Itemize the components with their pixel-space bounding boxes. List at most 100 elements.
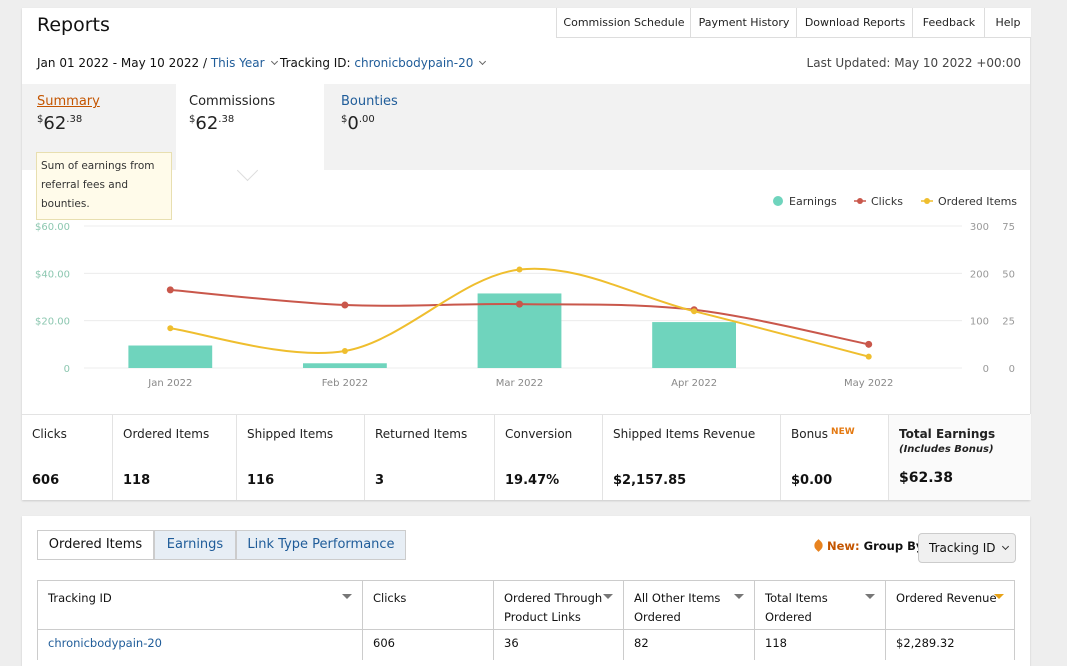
point [341, 347, 348, 354]
column-header[interactable]: Ordered Through Product Links [493, 580, 623, 630]
currency: $ [341, 114, 348, 125]
column-header[interactable]: All Other Items Ordered [623, 580, 754, 630]
stat-value: 118 [123, 473, 151, 488]
legend-label: Clicks [871, 195, 903, 208]
stat-cell: Total Earnings (Includes Bonus) $62.38 [888, 414, 1031, 500]
y-tick-label: $60.00 [35, 222, 70, 233]
stat-value: $0.00 [791, 473, 833, 488]
legend-swatch [924, 198, 930, 204]
x-tick-label: May 2022 [844, 378, 893, 389]
caret [1001, 542, 1009, 551]
active-tab [176, 84, 324, 170]
tracking-id[interactable]: chronicbodypain-20 [354, 56, 474, 70]
column-header[interactable]: Tracking ID [37, 580, 362, 630]
nav-button[interactable]: Download Reports [796, 8, 913, 38]
stat-value: 3 [375, 473, 385, 488]
x-tick-label: Mar 2022 [496, 378, 544, 389]
tab-amount: $62.38 [189, 113, 275, 134]
point [691, 308, 698, 315]
group-select[interactable]: Tracking ID [918, 533, 1016, 563]
tab[interactable]: Bounties $0.00 [341, 94, 398, 134]
group-by: New: Group By: [812, 539, 928, 553]
y-tick-label: 0 [64, 364, 70, 375]
table-cell: 82 [623, 630, 754, 660]
report-tab[interactable]: Ordered Items [37, 530, 154, 560]
tab-label: Bounties [341, 94, 398, 109]
stat-label-text: Conversion [505, 427, 573, 441]
tab[interactable]: Commissions $62.38 [189, 94, 275, 134]
y3-tick-label: 75 [1002, 222, 1015, 233]
stat-label: Bonus NEW [791, 427, 855, 441]
tab-label: Commissions [189, 94, 276, 109]
nav-button[interactable]: Payment History [690, 8, 797, 38]
stat-value: 606 [32, 473, 60, 488]
column-header[interactable]: Ordered Revenue [885, 580, 1015, 630]
point [166, 286, 174, 294]
legend-label: Earnings [789, 195, 837, 208]
table-cell: 118 [754, 630, 885, 660]
y2-tick-label: 100 [970, 317, 989, 328]
column-header[interactable]: Clicks [362, 580, 493, 630]
point [516, 266, 523, 273]
stat-label: Total Earnings (Includes Bonus) [899, 427, 995, 455]
y3-tick-label: 0 [1009, 364, 1015, 375]
chart: 0 $20.00 $40.00 $60.00 0 100 200 300 0 25 50 75 Jan … [35, 195, 1017, 389]
fraction: .00 [358, 114, 375, 125]
stat-label-text: Returned Items [375, 427, 468, 441]
stat-label-text: Shipped Items Revenue [613, 427, 756, 441]
stat-value: 116 [247, 473, 275, 488]
bar [652, 322, 737, 368]
tab[interactable]: Summary $62.38 [37, 94, 100, 134]
point [865, 353, 872, 360]
period[interactable]: This Year [210, 56, 265, 70]
tracking-filter[interactable]: Tracking ID: chronicbodypain-20 [280, 56, 487, 70]
nav-button[interactable]: Commission Schedule [556, 8, 691, 38]
fraction: .38 [66, 114, 83, 125]
column-header[interactable]: Total Items Ordered [754, 580, 885, 630]
point [167, 325, 174, 332]
table-cell: $2,289.32 [885, 630, 1015, 660]
stat-cell: Clicks 606 [22, 414, 112, 500]
stat-label: Shipped Items Revenue [613, 427, 755, 441]
rocket-icon [812, 539, 825, 552]
report-tab[interactable]: Link Type Performance [236, 530, 406, 560]
point [341, 301, 349, 309]
tab-amount: $0.00 [341, 113, 398, 134]
date-filter[interactable]: Jan 01 2022 - May 10 2022 / This Year [37, 56, 278, 70]
stat-value: $62.38 [899, 470, 954, 486]
bar [128, 345, 213, 368]
currency: $ [37, 114, 44, 125]
tab-amount: $62.38 [37, 113, 100, 134]
point [516, 300, 523, 308]
stat-cell: Conversion 19.47% [494, 414, 603, 500]
y2-tick-label: 300 [970, 222, 989, 233]
stat-value: 19.47% [505, 473, 560, 488]
badge: NEW [831, 427, 855, 437]
stat-cell: Ordered Items 118 [112, 414, 237, 500]
stat-label: Conversion [505, 427, 572, 441]
group-label: Group By: [863, 539, 928, 553]
nav-button[interactable]: Feedback [912, 8, 985, 38]
y2-tick-label: 200 [970, 269, 989, 280]
fraction: .38 [218, 114, 235, 125]
x-tick-label: Feb 2022 [322, 378, 368, 389]
tracking-label: Tracking ID: [280, 56, 351, 70]
stat-label-text: Shipped Items [247, 427, 334, 441]
group-value: Tracking ID [929, 541, 996, 555]
divider [22, 414, 1030, 415]
nav-button[interactable]: Help [984, 8, 1031, 38]
tab-label: Summary [37, 94, 100, 109]
table-cell: 606 [362, 630, 493, 660]
legend-label: Ordered Items [938, 195, 1017, 208]
stat-cell: Bonus NEW $0.00 [780, 414, 889, 500]
sort-icon [994, 594, 1004, 599]
table-cell[interactable]: chronicbodypain-20 [37, 630, 362, 660]
date-range: Jan 01 2022 - May 10 2022 [37, 56, 200, 70]
report-tab[interactable]: Earnings [154, 530, 236, 560]
currency: $ [189, 114, 196, 125]
stat-label: Shipped Items [247, 427, 333, 441]
new-label: New: [827, 539, 860, 553]
tooltip: Sum of earnings from referral fees and b… [36, 152, 172, 220]
table-cell: 36 [493, 630, 623, 660]
